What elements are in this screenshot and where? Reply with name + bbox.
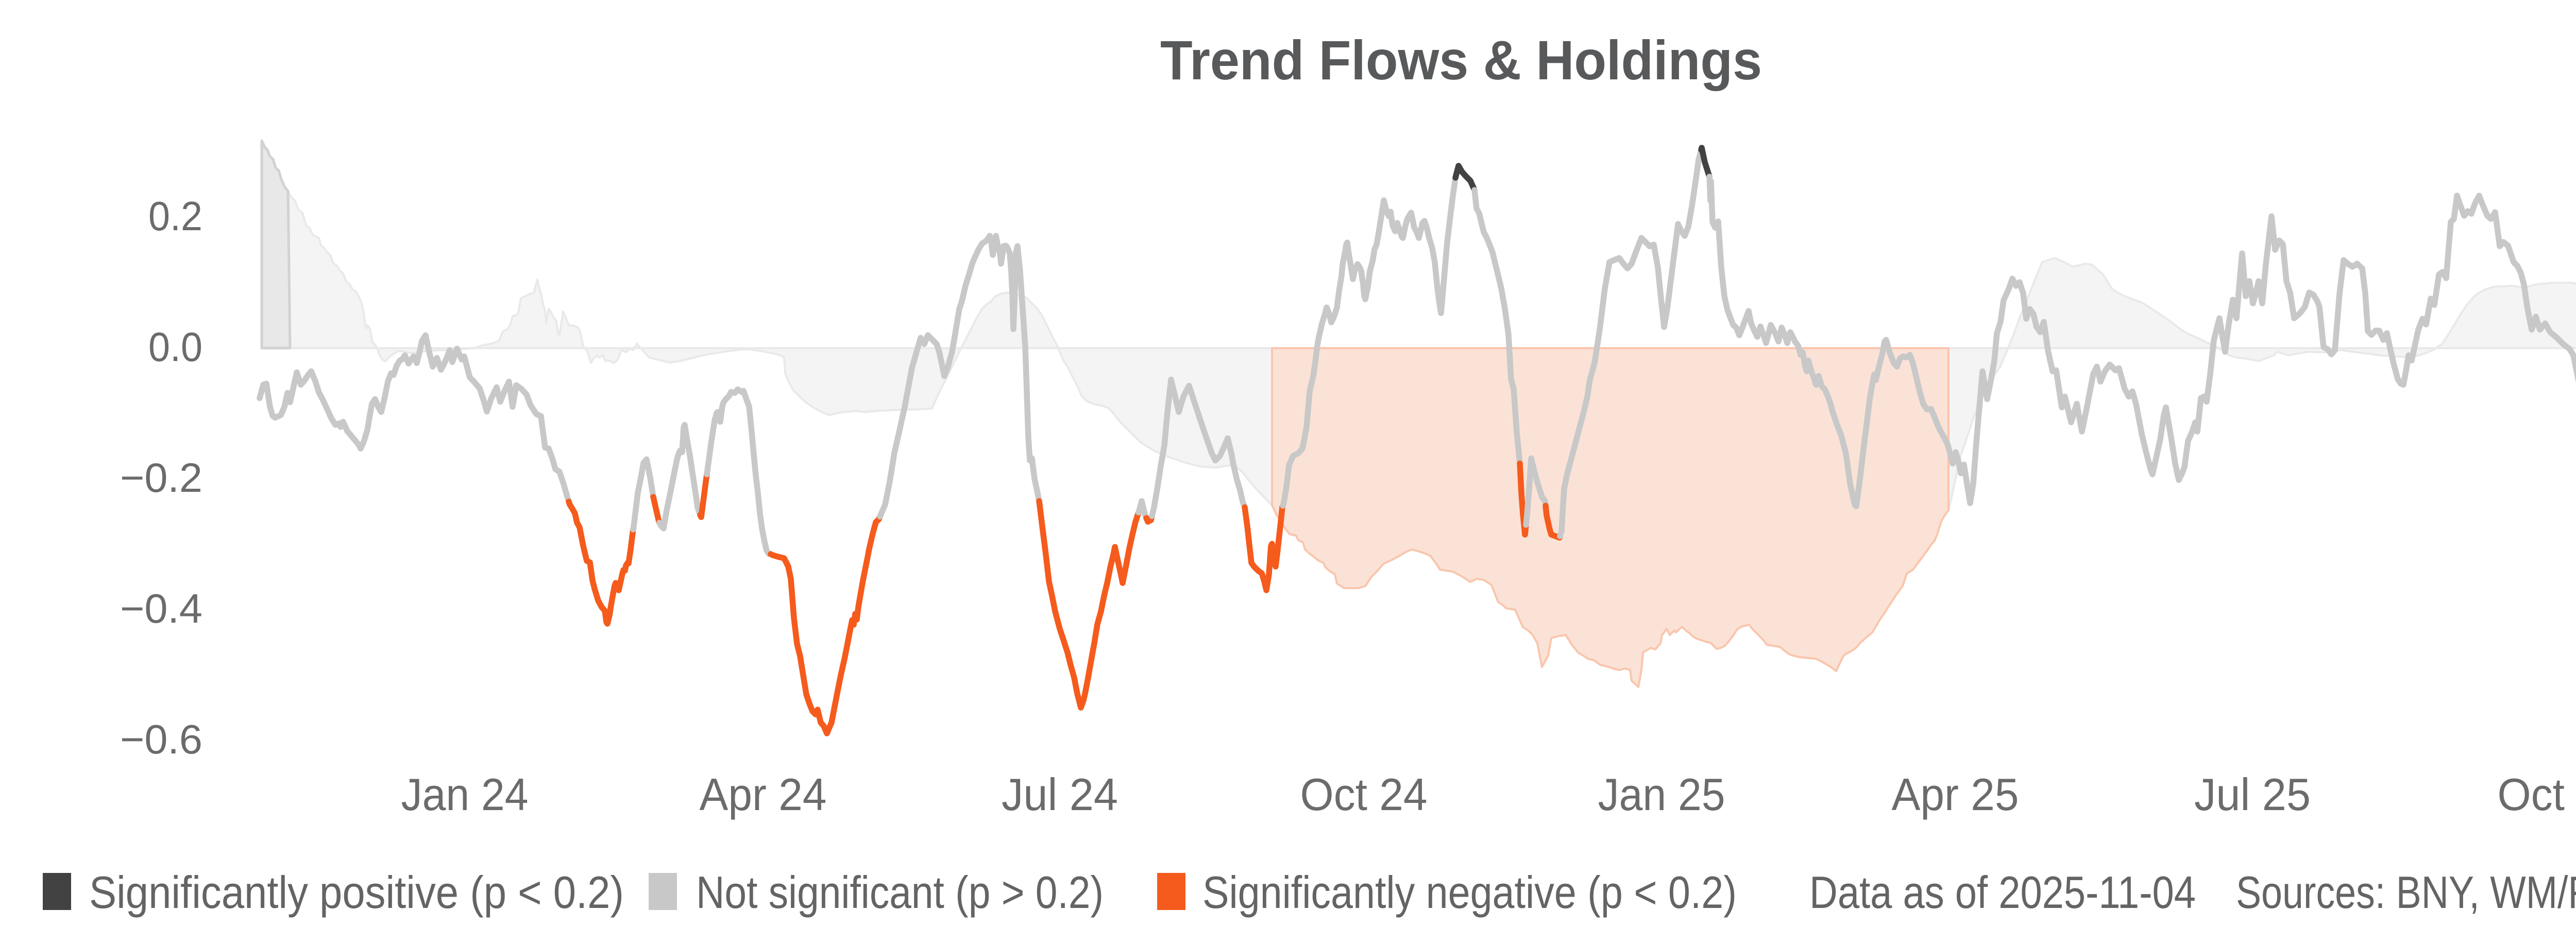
svg-text:Jan 25: Jan 25	[1598, 769, 1725, 820]
svg-text:Jul 25: Jul 25	[2194, 769, 2311, 820]
svg-text:Sources: BNY, WM/Refinitiv: Sources: BNY, WM/Refinitiv	[2236, 867, 2576, 918]
svg-text:Data as of 2025-11-04: Data as of 2025-11-04	[1809, 867, 2196, 918]
svg-text:Oct 25: Oct 25	[2498, 769, 2576, 820]
svg-text:−0.2: −0.2	[120, 455, 202, 501]
svg-text:−0.4: −0.4	[120, 586, 202, 631]
svg-text:0.2: 0.2	[148, 193, 202, 239]
svg-text:Apr 25: Apr 25	[1892, 769, 2019, 820]
svg-text:Not significant (p > 0.2): Not significant (p > 0.2)	[696, 867, 1104, 918]
svg-text:0.0: 0.0	[148, 324, 202, 370]
svg-text:Jan 24: Jan 24	[401, 769, 529, 820]
svg-text:Significantly positive (p < 0.: Significantly positive (p < 0.2)	[89, 867, 624, 918]
svg-text:−0.6: −0.6	[120, 716, 202, 762]
svg-text:Significantly negative (p < 0.: Significantly negative (p < 0.2)	[1202, 867, 1737, 918]
svg-text:Jul 24: Jul 24	[1002, 769, 1118, 820]
svg-text:Oct 24: Oct 24	[1300, 769, 1428, 820]
svg-text:Apr 24: Apr 24	[700, 769, 827, 820]
svg-text:Trend Flows & Holdings: Trend Flows & Holdings	[1160, 29, 1762, 91]
